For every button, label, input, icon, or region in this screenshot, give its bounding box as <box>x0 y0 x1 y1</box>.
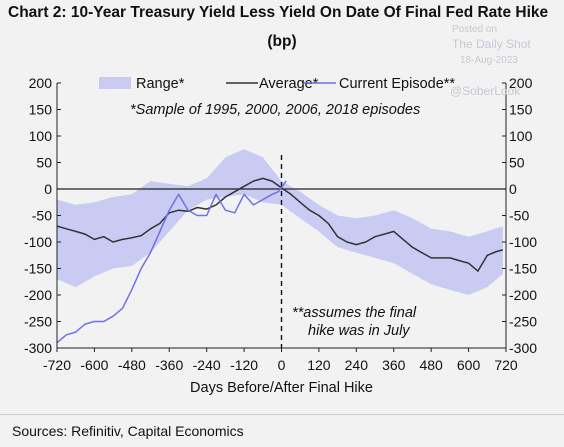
y-tick-label-right: -150 <box>509 261 537 277</box>
y-tick-label-right: 0 <box>509 181 517 197</box>
y-tick-label-right: 100 <box>509 128 533 144</box>
current-episode-line <box>56 180 287 344</box>
y-tick-label-left: -250 <box>24 314 52 330</box>
legend-swatch-range <box>99 77 131 89</box>
y-tick-label-left: -150 <box>24 261 52 277</box>
y-tick-label-left: -100 <box>24 234 52 250</box>
x-tick-label: -480 <box>118 357 146 373</box>
x-axis-label: Days Before/After Final Hike <box>190 380 373 396</box>
x-tick-label: 0 <box>278 357 286 373</box>
y-tick-label-left: 50 <box>36 155 52 171</box>
y-tick-label-right: -100 <box>509 234 537 250</box>
x-tick-label: 600 <box>457 357 481 373</box>
y-tick-label-left: 150 <box>29 102 53 118</box>
watermark-handle: @SoberLook <box>450 84 521 98</box>
x-tick-label: 720 <box>494 357 518 373</box>
x-tick-label: -600 <box>80 357 108 373</box>
watermark-site: The Daily Shot <box>452 37 531 51</box>
source-note: Sources: Refinitiv, Capital Economics <box>12 423 244 439</box>
x-tick-label: -120 <box>230 357 258 373</box>
x-tick-label: 480 <box>419 357 443 373</box>
legend-label-range: Range* <box>136 76 185 92</box>
chart-subtitle: (bp) <box>267 33 297 50</box>
y-tick-label-right: -50 <box>509 208 529 224</box>
annotation-sample: *Sample of 1995, 2000, 2006, 2018 episod… <box>130 102 420 118</box>
x-tick-label: -360 <box>155 357 183 373</box>
chart-title: Chart 2: 10-Year Treasury Yield Less Yie… <box>8 4 549 21</box>
y-tick-label-left: -200 <box>24 287 52 303</box>
range-band <box>57 149 503 295</box>
watermark-posted-on: Posted on <box>452 24 498 35</box>
y-tick-label-left: -50 <box>32 208 52 224</box>
y-tick-label-right: -250 <box>509 314 537 330</box>
y-tick-label-left: 100 <box>29 128 53 144</box>
y-tick-label-right: -200 <box>509 287 537 303</box>
y-tick-label-left: 200 <box>29 75 53 91</box>
legend-label-average: Average* <box>259 76 319 92</box>
annotation-assumes-2: hike was in July <box>308 323 410 339</box>
y-tick-label-right: 200 <box>509 75 533 91</box>
x-tick-label: 240 <box>345 357 369 373</box>
footer-divider <box>0 414 564 415</box>
legend-label-current: Current Episode** <box>339 76 455 92</box>
x-tick-label: 120 <box>307 357 331 373</box>
watermark-date: 18-Aug-2023 <box>460 55 518 66</box>
x-tick-label: -240 <box>193 357 221 373</box>
y-tick-label-right: 150 <box>509 102 533 118</box>
y-tick-label-right: 50 <box>509 155 525 171</box>
x-tick-label: 360 <box>382 357 406 373</box>
annotation-assumes-1: **assumes the final <box>292 305 417 321</box>
chart-svg: 200 200 150 150 100 100 50 50 0 0 -50 -50 -100 -100 -1… <box>24 75 537 396</box>
y-tick-label-right: -300 <box>509 340 537 356</box>
y-tick-label-left: 0 <box>44 181 52 197</box>
x-tick-label: -720 <box>43 357 71 373</box>
y-tick-label-left: -300 <box>24 340 52 356</box>
